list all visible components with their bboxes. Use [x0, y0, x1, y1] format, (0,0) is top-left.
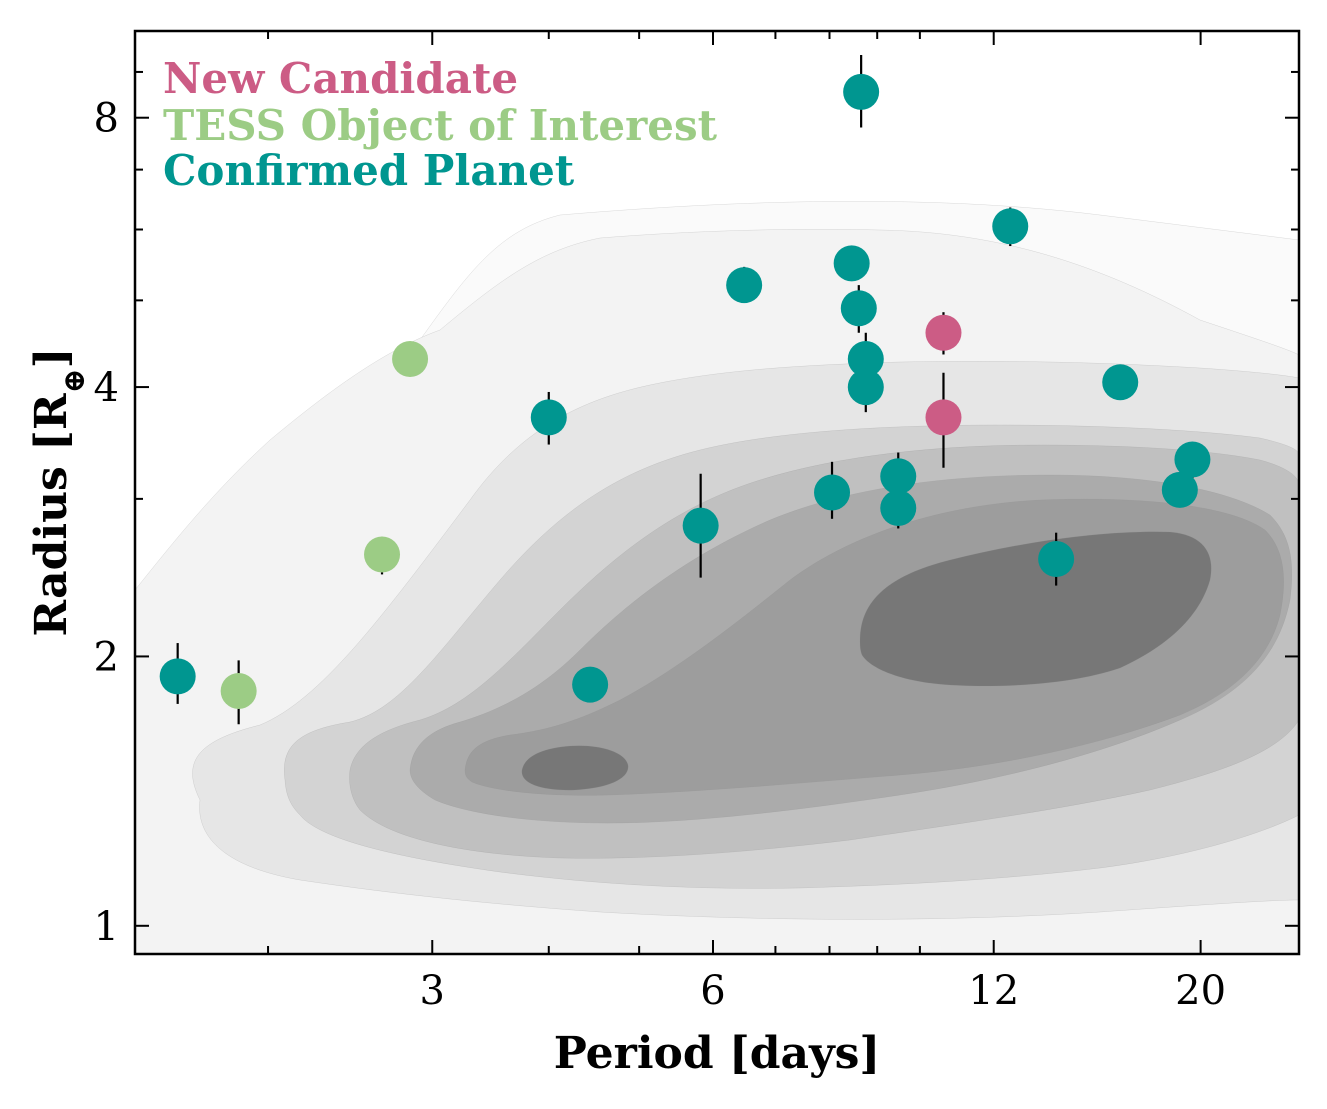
plot-frame	[133, 29, 1301, 956]
point-tess-object-of-interest	[392, 340, 429, 377]
y-axis-label-subscript: ⊕	[57, 368, 92, 393]
x-axis-label: Period [days]	[554, 1028, 880, 1079]
point-confirmed-planet	[992, 208, 1029, 245]
x-tick-label: 20	[1175, 968, 1226, 1014]
point-confirmed-planet	[814, 474, 851, 511]
point-confirmed-planet	[682, 507, 719, 544]
y-axis-label-main: Radius [R	[26, 393, 77, 636]
legend-tess-object-of-interest: TESS Object of Interest	[163, 101, 718, 150]
x-tick-label: 6	[700, 968, 725, 1014]
density-contours	[135, 201, 1299, 954]
point-confirmed-planet	[1102, 364, 1139, 401]
legend-confirmed-planet: Confirmed Planet	[163, 146, 575, 195]
x-tick-label: 12	[968, 968, 1019, 1014]
point-tess-object-of-interest	[220, 672, 257, 709]
point-confirmed-planet	[880, 458, 917, 495]
y-tick-label: 4	[94, 365, 119, 411]
point-confirmed-planet	[159, 658, 196, 695]
density-contour-level-8-right	[859, 531, 1212, 687]
point-new-candidate	[925, 399, 962, 436]
legend: New Candidate TESS Object of Interest Co…	[163, 54, 718, 195]
y-tick-label: 2	[94, 634, 119, 680]
point-tess-object-of-interest	[364, 536, 401, 573]
point-confirmed-planet	[833, 245, 870, 282]
y-tick-label: 1	[94, 904, 119, 950]
point-confirmed-planet	[530, 399, 567, 436]
y-axis-label: Radius [R⊕]	[26, 348, 92, 637]
plot-area	[135, 31, 1299, 954]
point-confirmed-planet	[880, 490, 917, 527]
point-confirmed-planet	[1161, 471, 1198, 508]
y-axis-label-close: ]	[26, 348, 77, 369]
point-confirmed-planet	[1038, 540, 1075, 577]
point-confirmed-planet	[1174, 441, 1211, 478]
y-tick-label: 8	[94, 96, 119, 142]
axis-ticks	[135, 31, 1299, 954]
point-confirmed-planet	[572, 666, 609, 703]
density-contour-level-8-left	[521, 745, 629, 791]
x-tick-label: 3	[420, 968, 445, 1014]
point-confirmed-planet	[840, 290, 877, 327]
point-confirmed-planet	[843, 73, 880, 110]
legend-new-candidate: New Candidate	[163, 54, 518, 103]
point-confirmed-planet	[847, 369, 884, 406]
point-confirmed-planet	[847, 340, 884, 377]
data-points	[159, 73, 1211, 709]
point-confirmed-planet	[726, 267, 763, 304]
point-new-candidate	[925, 314, 962, 351]
